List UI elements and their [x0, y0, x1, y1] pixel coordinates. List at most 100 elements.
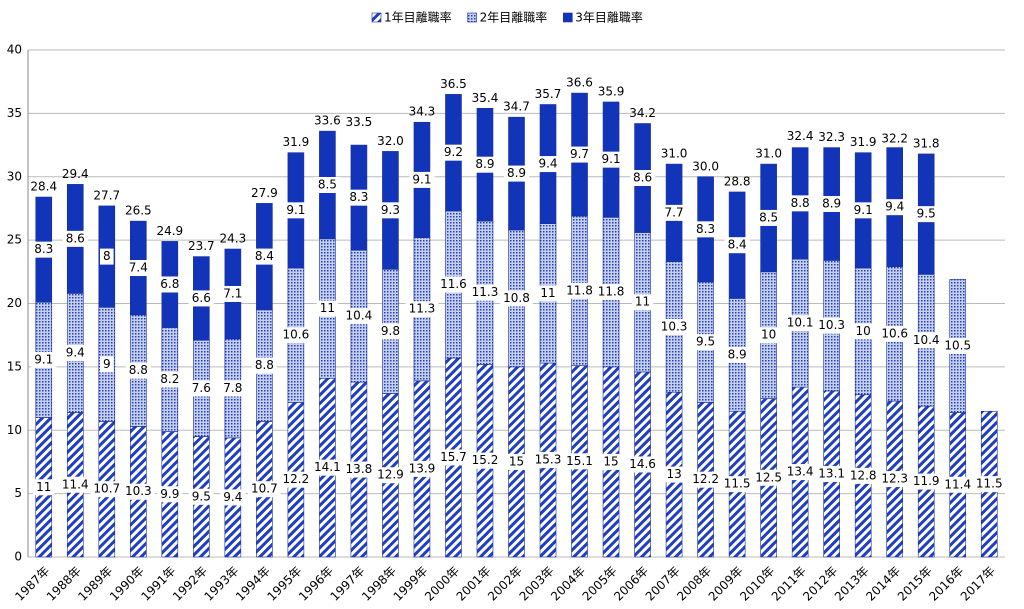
- data-label: 13.9: [409, 461, 436, 475]
- data-label-bg: [220, 285, 246, 302]
- x-tick-label: 2015年: [895, 564, 935, 604]
- data-label-bg: [819, 196, 845, 213]
- legend-swatch: [562, 12, 573, 23]
- data-label: 10: [761, 328, 776, 342]
- data-label-bg: [972, 476, 1006, 493]
- total-label: 32.3: [818, 130, 845, 144]
- total-label: 33.6: [314, 114, 341, 128]
- data-label-bg: [531, 452, 565, 469]
- data-label-bg: [33, 479, 55, 496]
- x-tick-label: 2014年: [863, 564, 903, 604]
- data-label-bg: [220, 489, 246, 506]
- data-label: 8.8: [129, 363, 148, 377]
- legend-swatch: [371, 12, 382, 23]
- total-label: 34.2: [629, 106, 656, 120]
- data-label: 15.7: [440, 450, 467, 464]
- data-label-bg: [846, 467, 880, 484]
- data-label-bg: [62, 230, 88, 247]
- total-label: 28.4: [30, 180, 57, 194]
- data-label-bg: [720, 476, 754, 493]
- total-label: 31.0: [755, 147, 782, 161]
- data-label-bg: [31, 351, 57, 368]
- data-label: 7.6: [192, 381, 211, 395]
- x-tick-label: 2008年: [674, 564, 714, 604]
- x-tick-label: 2000年: [422, 564, 462, 604]
- data-label-bg: [468, 452, 502, 469]
- total-label: 35.9: [598, 84, 625, 98]
- data-label-bg: [689, 471, 722, 488]
- data-label-bg: [346, 189, 372, 206]
- data-label-bg: [724, 237, 750, 254]
- data-label: 9.4: [66, 345, 85, 359]
- data-label-bg: [941, 337, 975, 354]
- data-label: 9.1: [412, 172, 431, 186]
- data-label: 8.9: [822, 197, 841, 211]
- data-label-bg: [661, 204, 687, 221]
- total-label: 32.4: [787, 129, 814, 143]
- data-label-bg: [377, 202, 403, 219]
- data-label: 9.1: [34, 352, 53, 366]
- data-label: 9.7: [570, 147, 589, 161]
- data-label: 15: [603, 454, 618, 468]
- data-label: 11.8: [566, 283, 593, 297]
- data-label: 6.6: [192, 291, 211, 305]
- data-label-bg: [657, 318, 691, 335]
- data-label-bg: [600, 453, 622, 470]
- data-label: 15.2: [472, 453, 499, 467]
- x-tick-label: 2013年: [832, 564, 872, 604]
- data-label-bg: [437, 449, 470, 466]
- data-label-bg: [566, 146, 593, 163]
- data-label: 9: [103, 357, 111, 371]
- data-label-bg: [437, 276, 470, 293]
- data-label: 6.8: [160, 277, 179, 291]
- data-label: 9.4: [538, 157, 557, 171]
- x-tick-label: 2005年: [580, 564, 620, 604]
- x-tick-label: 1987年: [12, 564, 52, 604]
- y-tick-label: 20: [7, 296, 22, 310]
- data-label-bg: [157, 486, 183, 503]
- data-label: 8.3: [349, 190, 368, 204]
- x-tick-label: 2001年: [454, 564, 494, 604]
- total-label: 31.8: [913, 136, 940, 150]
- data-label: 9.9: [160, 487, 179, 501]
- legend-swatch: [467, 12, 477, 23]
- total-label: 24.9: [156, 224, 183, 238]
- legend-label: 1年目離職率: [384, 10, 452, 25]
- data-label: 11: [36, 480, 51, 494]
- data-label-bg: [598, 151, 624, 168]
- data-label: 12.2: [283, 472, 310, 486]
- data-label: 11.8: [598, 285, 625, 299]
- y-tick-label: 15: [7, 359, 22, 373]
- data-label: 9.8: [381, 324, 400, 338]
- x-tick-label: 1992年: [170, 564, 210, 604]
- data-label-bg: [783, 464, 817, 481]
- total-label: 31.9: [850, 135, 877, 149]
- data-label-bg: [815, 317, 849, 334]
- data-label: 14.1: [314, 460, 341, 474]
- data-label-bg: [374, 467, 407, 484]
- x-tick-label: 1993年: [201, 564, 241, 604]
- data-label: 10.7: [93, 482, 120, 496]
- data-label-bg: [909, 473, 943, 490]
- data-label-bg: [157, 371, 183, 388]
- data-label: 11.4: [944, 477, 971, 491]
- data-label-bg: [405, 460, 439, 477]
- data-label-bg: [99, 356, 114, 373]
- total-label: 32.0: [377, 134, 404, 148]
- legend-label: 3年目離職率: [575, 10, 643, 25]
- data-label-bg: [31, 241, 57, 258]
- x-tick-label: 2006年: [611, 564, 651, 604]
- x-tick-label: 2010年: [737, 564, 777, 604]
- data-label-bg: [342, 461, 376, 478]
- data-label-bg: [594, 284, 628, 301]
- data-label-bg: [125, 260, 151, 277]
- data-label-bg: [693, 221, 719, 238]
- y-tick-label: 25: [7, 233, 22, 247]
- x-tick-label: 2003年: [517, 564, 557, 604]
- data-label-bg: [99, 248, 114, 265]
- data-label: 8: [103, 249, 111, 263]
- data-label-bg: [188, 290, 214, 307]
- data-label-bg: [724, 346, 750, 363]
- data-label: 8.6: [633, 171, 652, 185]
- data-label-bg: [909, 332, 943, 349]
